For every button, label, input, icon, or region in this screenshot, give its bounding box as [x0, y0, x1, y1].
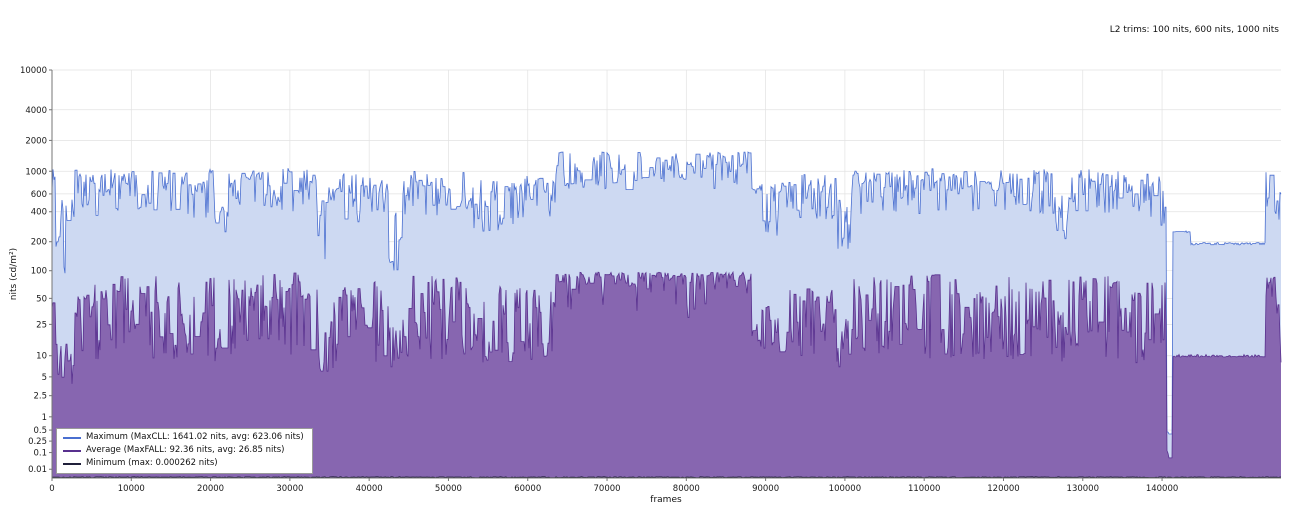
x-axis-title: frames [650, 495, 682, 505]
svg-text:1: 1 [42, 413, 47, 423]
svg-text:90000: 90000 [752, 484, 779, 494]
svg-text:0.25: 0.25 [28, 437, 47, 447]
svg-text:0: 0 [49, 484, 54, 494]
svg-text:20000: 20000 [197, 484, 224, 494]
svg-text:120000: 120000 [987, 484, 1019, 494]
svg-text:5: 5 [42, 373, 47, 383]
svg-text:10: 10 [36, 352, 47, 362]
svg-text:70000: 70000 [594, 484, 621, 494]
svg-text:100: 100 [31, 267, 47, 277]
svg-text:4000: 4000 [25, 106, 47, 116]
svg-text:600: 600 [31, 190, 47, 200]
y-axis-title: nits (cd/m²) [9, 247, 19, 301]
svg-text:0.01: 0.01 [28, 465, 47, 475]
svg-text:50000: 50000 [435, 484, 462, 494]
svg-text:0.5: 0.5 [33, 426, 47, 436]
svg-text:60000: 60000 [514, 484, 541, 494]
svg-text:400: 400 [31, 208, 47, 218]
svg-text:110000: 110000 [908, 484, 940, 494]
l2-trims-label: L2 trims: 100 nits, 600 nits, 1000 nits [1109, 25, 1279, 35]
svg-text:10000: 10000 [118, 484, 145, 494]
svg-text:30000: 30000 [276, 484, 303, 494]
svg-text:100000: 100000 [829, 484, 861, 494]
minimum-line-swatch [63, 462, 81, 465]
svg-text:2000: 2000 [25, 136, 47, 146]
svg-text:200: 200 [31, 238, 47, 248]
svg-text:2.5: 2.5 [33, 392, 47, 402]
legend: Maximum (MaxCLL: 1641.02 nits, avg: 623.… [56, 428, 313, 475]
svg-text:1000: 1000 [25, 167, 47, 177]
svg-text:130000: 130000 [1067, 484, 1099, 494]
svg-text:10000: 10000 [20, 66, 47, 76]
svg-text:25: 25 [36, 320, 47, 330]
legend-item-average: Average (MaxFALL: 92.36 nits, avg: 26.85… [63, 445, 304, 456]
svg-text:0.1: 0.1 [33, 449, 47, 459]
svg-text:40000: 40000 [356, 484, 383, 494]
maximum-line-swatch [63, 436, 81, 439]
svg-text:50: 50 [36, 294, 47, 304]
legend-item-minimum: Minimum (max: 0.000262 nits) [63, 458, 304, 469]
legend-item-maximum: Maximum (MaxCLL: 1641.02 nits, avg: 623.… [63, 432, 304, 443]
legend-label-minimum: Minimum (max: 0.000262 nits) [86, 458, 218, 469]
legend-label-maximum: Maximum (MaxCLL: 1641.02 nits, avg: 623.… [86, 432, 304, 442]
average-line-swatch [63, 449, 81, 452]
svg-text:140000: 140000 [1146, 484, 1178, 494]
svg-text:80000: 80000 [673, 484, 700, 494]
legend-label-average: Average (MaxFALL: 92.36 nits, avg: 26.85… [86, 445, 285, 456]
